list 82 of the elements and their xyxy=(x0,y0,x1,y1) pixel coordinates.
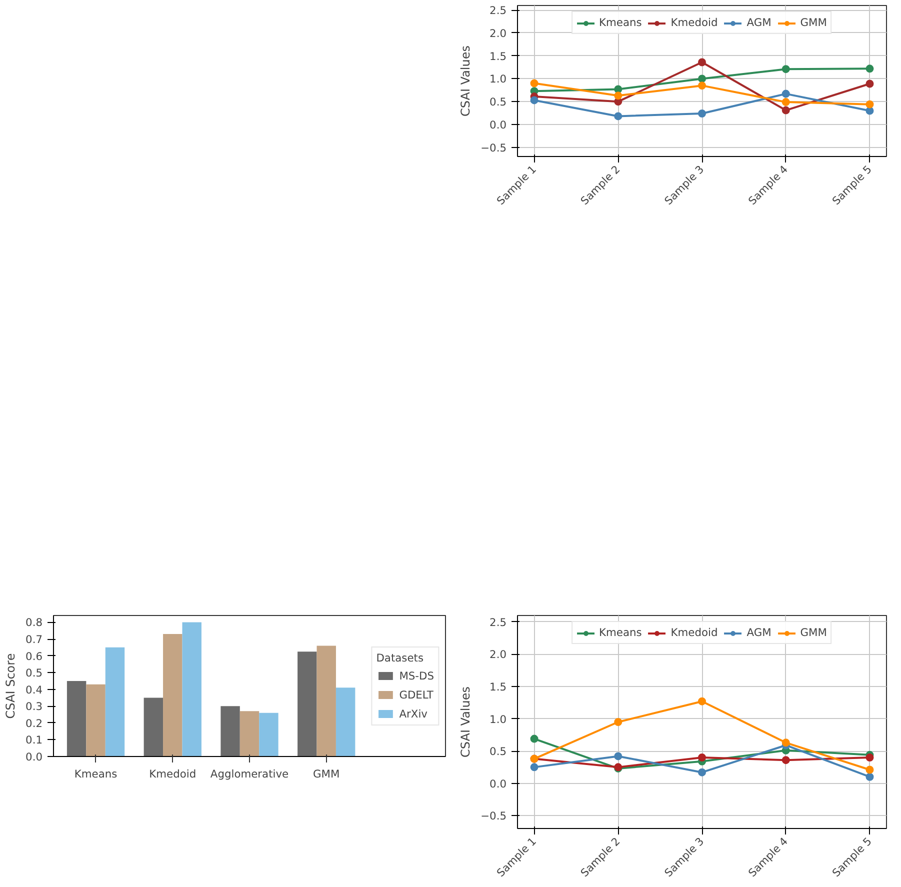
y-tick-label: 0.8 xyxy=(26,616,43,630)
y-tick-label: 2.0 xyxy=(490,26,507,40)
legend-label: AGM xyxy=(746,16,772,29)
point xyxy=(530,96,538,104)
legend-label: Kmedoid xyxy=(670,626,718,639)
bar xyxy=(336,688,356,756)
y-tick-label: 0.1 xyxy=(26,734,43,747)
y-tick-label: 1.0 xyxy=(490,712,507,726)
point xyxy=(530,79,538,88)
y-axis-title: CSAI Values xyxy=(458,45,473,116)
point xyxy=(614,752,622,760)
point xyxy=(698,697,706,706)
point xyxy=(782,90,790,98)
y-tick-label: 2.5 xyxy=(490,616,507,629)
point xyxy=(866,80,874,88)
y-tick-label: 0.0 xyxy=(490,777,507,790)
y-tick-label: 0.5 xyxy=(26,666,43,680)
y-tick-label: 0.5 xyxy=(490,745,507,758)
y-tick-label: 0.2 xyxy=(26,716,43,730)
bar xyxy=(220,706,240,756)
bar xyxy=(86,684,106,756)
y-tick-label: 1.5 xyxy=(490,50,507,63)
point xyxy=(530,763,538,772)
y-tick-label: 0.7 xyxy=(26,633,43,646)
point xyxy=(866,106,874,115)
bar xyxy=(144,698,164,756)
bar xyxy=(66,680,86,756)
legend-label: ArXiv xyxy=(399,707,428,720)
y-tick-label: 0.0 xyxy=(490,118,507,132)
point xyxy=(782,738,790,747)
point xyxy=(866,766,874,774)
y-tick-label: 2.5 xyxy=(490,4,507,18)
legend-label: GMM xyxy=(800,16,827,29)
point xyxy=(698,82,706,90)
point xyxy=(614,718,622,726)
point xyxy=(530,734,538,743)
bar xyxy=(259,712,278,756)
y-tick-label: 0.0 xyxy=(26,750,43,764)
y-tick-label: 0.3 xyxy=(26,700,43,714)
bar xyxy=(182,622,202,756)
point xyxy=(698,754,706,762)
bar xyxy=(240,711,260,756)
x-tick-label: Agglomerative xyxy=(210,768,289,780)
point xyxy=(614,112,622,120)
bar xyxy=(298,652,317,756)
bar xyxy=(316,646,336,756)
y-tick-label: 0.6 xyxy=(26,650,43,663)
point xyxy=(866,100,874,108)
point xyxy=(698,768,706,776)
legend-label: Kmeans xyxy=(599,626,642,639)
legend-label: GDELT xyxy=(399,688,434,701)
y-axis-title: CSAI Score xyxy=(4,653,18,719)
y-tick-label: 0.4 xyxy=(26,683,43,696)
y-tick-label: 2.0 xyxy=(490,648,507,662)
legend-title: Datasets xyxy=(376,651,425,664)
legend-label: Kmeans xyxy=(599,16,642,29)
bar xyxy=(105,647,125,756)
legend-label: Kmedoid xyxy=(670,16,718,29)
bar xyxy=(163,634,182,756)
point xyxy=(698,74,706,83)
y-tick-label: 0.5 xyxy=(490,96,507,109)
point xyxy=(698,58,706,66)
legend-label: GMM xyxy=(800,626,827,639)
x-tick-label: Kmedoid xyxy=(149,768,196,780)
point xyxy=(614,92,622,100)
point xyxy=(866,772,874,781)
legend-label: MS-DS xyxy=(399,669,434,682)
point xyxy=(782,98,790,106)
point xyxy=(866,64,874,73)
y-tick-label: −0.5 xyxy=(480,141,507,154)
point xyxy=(782,106,790,114)
point xyxy=(866,754,874,762)
point xyxy=(782,65,790,74)
y-tick-label: 1.5 xyxy=(490,680,507,694)
y-tick-label: −0.5 xyxy=(480,810,507,823)
y-axis-title: CSAI Values xyxy=(458,686,473,758)
point xyxy=(698,109,706,118)
legend-label: AGM xyxy=(746,626,772,639)
y-tick-label: 1.0 xyxy=(490,72,507,86)
x-tick-label: GMM xyxy=(313,768,340,780)
point xyxy=(782,756,790,764)
x-tick-label: Kmeans xyxy=(74,768,118,780)
